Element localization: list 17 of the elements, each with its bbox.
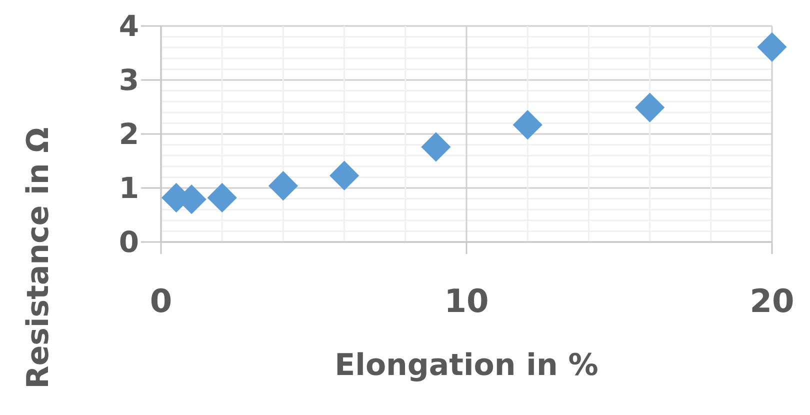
point xyxy=(634,92,665,122)
x-tick-label: 0 xyxy=(150,282,172,320)
y-tick-label: 2 xyxy=(118,117,139,152)
point xyxy=(268,171,298,201)
point xyxy=(757,32,787,62)
x-tick-label: 20 xyxy=(750,282,794,320)
y-tick-label: 3 xyxy=(118,63,139,98)
x-tick-label: 10 xyxy=(444,282,489,320)
y-tick-label: 0 xyxy=(118,225,139,260)
point xyxy=(329,160,360,190)
point xyxy=(421,132,451,162)
point xyxy=(207,182,237,213)
x-axis-title: Elongation in % xyxy=(334,348,598,383)
y-tick-label: 1 xyxy=(118,171,139,206)
y-tick-label: 4 xyxy=(118,9,139,44)
y-axis-title: Resistance in Ω xyxy=(21,127,56,389)
point xyxy=(512,110,542,140)
